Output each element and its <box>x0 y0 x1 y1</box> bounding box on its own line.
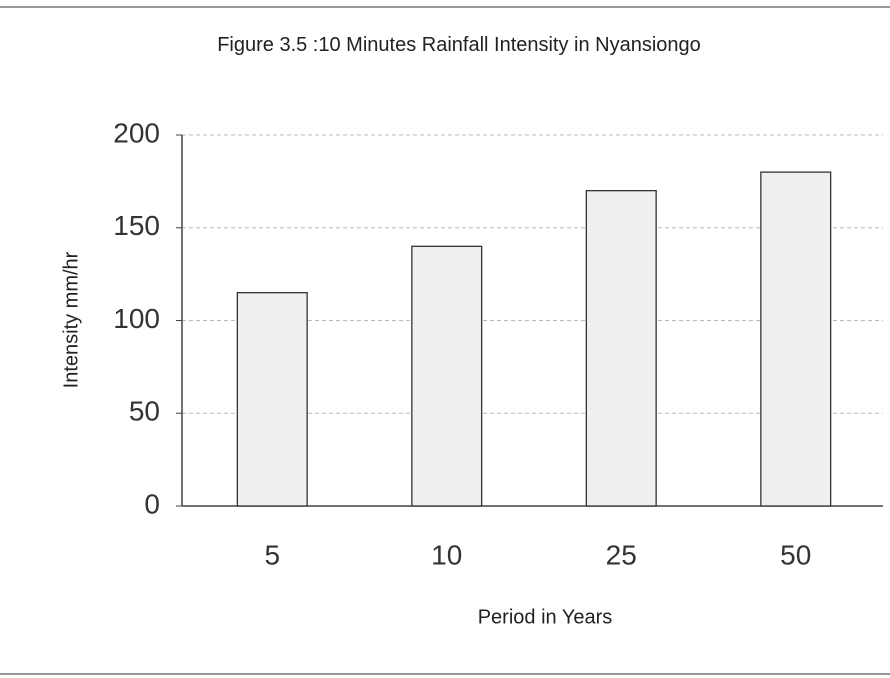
bar <box>236 292 308 507</box>
x-tick-label: 5 <box>264 539 280 570</box>
y-tick-label: 50 <box>129 396 160 427</box>
x-tick-label: 10 <box>431 539 462 570</box>
bar <box>411 245 483 507</box>
y-axis-title: Intensity mm/hr <box>60 251 82 388</box>
bar <box>760 171 832 507</box>
y-tick-label: 0 <box>144 488 160 519</box>
chart-title: Figure 3.5 :10 Minutes Rainfall Intensit… <box>217 34 701 56</box>
x-axis-title: Period in Years <box>478 606 613 628</box>
bar <box>585 189 657 507</box>
x-tick-label: 25 <box>606 539 637 570</box>
y-tick-label: 200 <box>113 117 160 148</box>
y-tick-label: 150 <box>113 210 160 241</box>
x-tick-label: 50 <box>780 539 811 570</box>
y-tick-label: 100 <box>113 303 160 334</box>
